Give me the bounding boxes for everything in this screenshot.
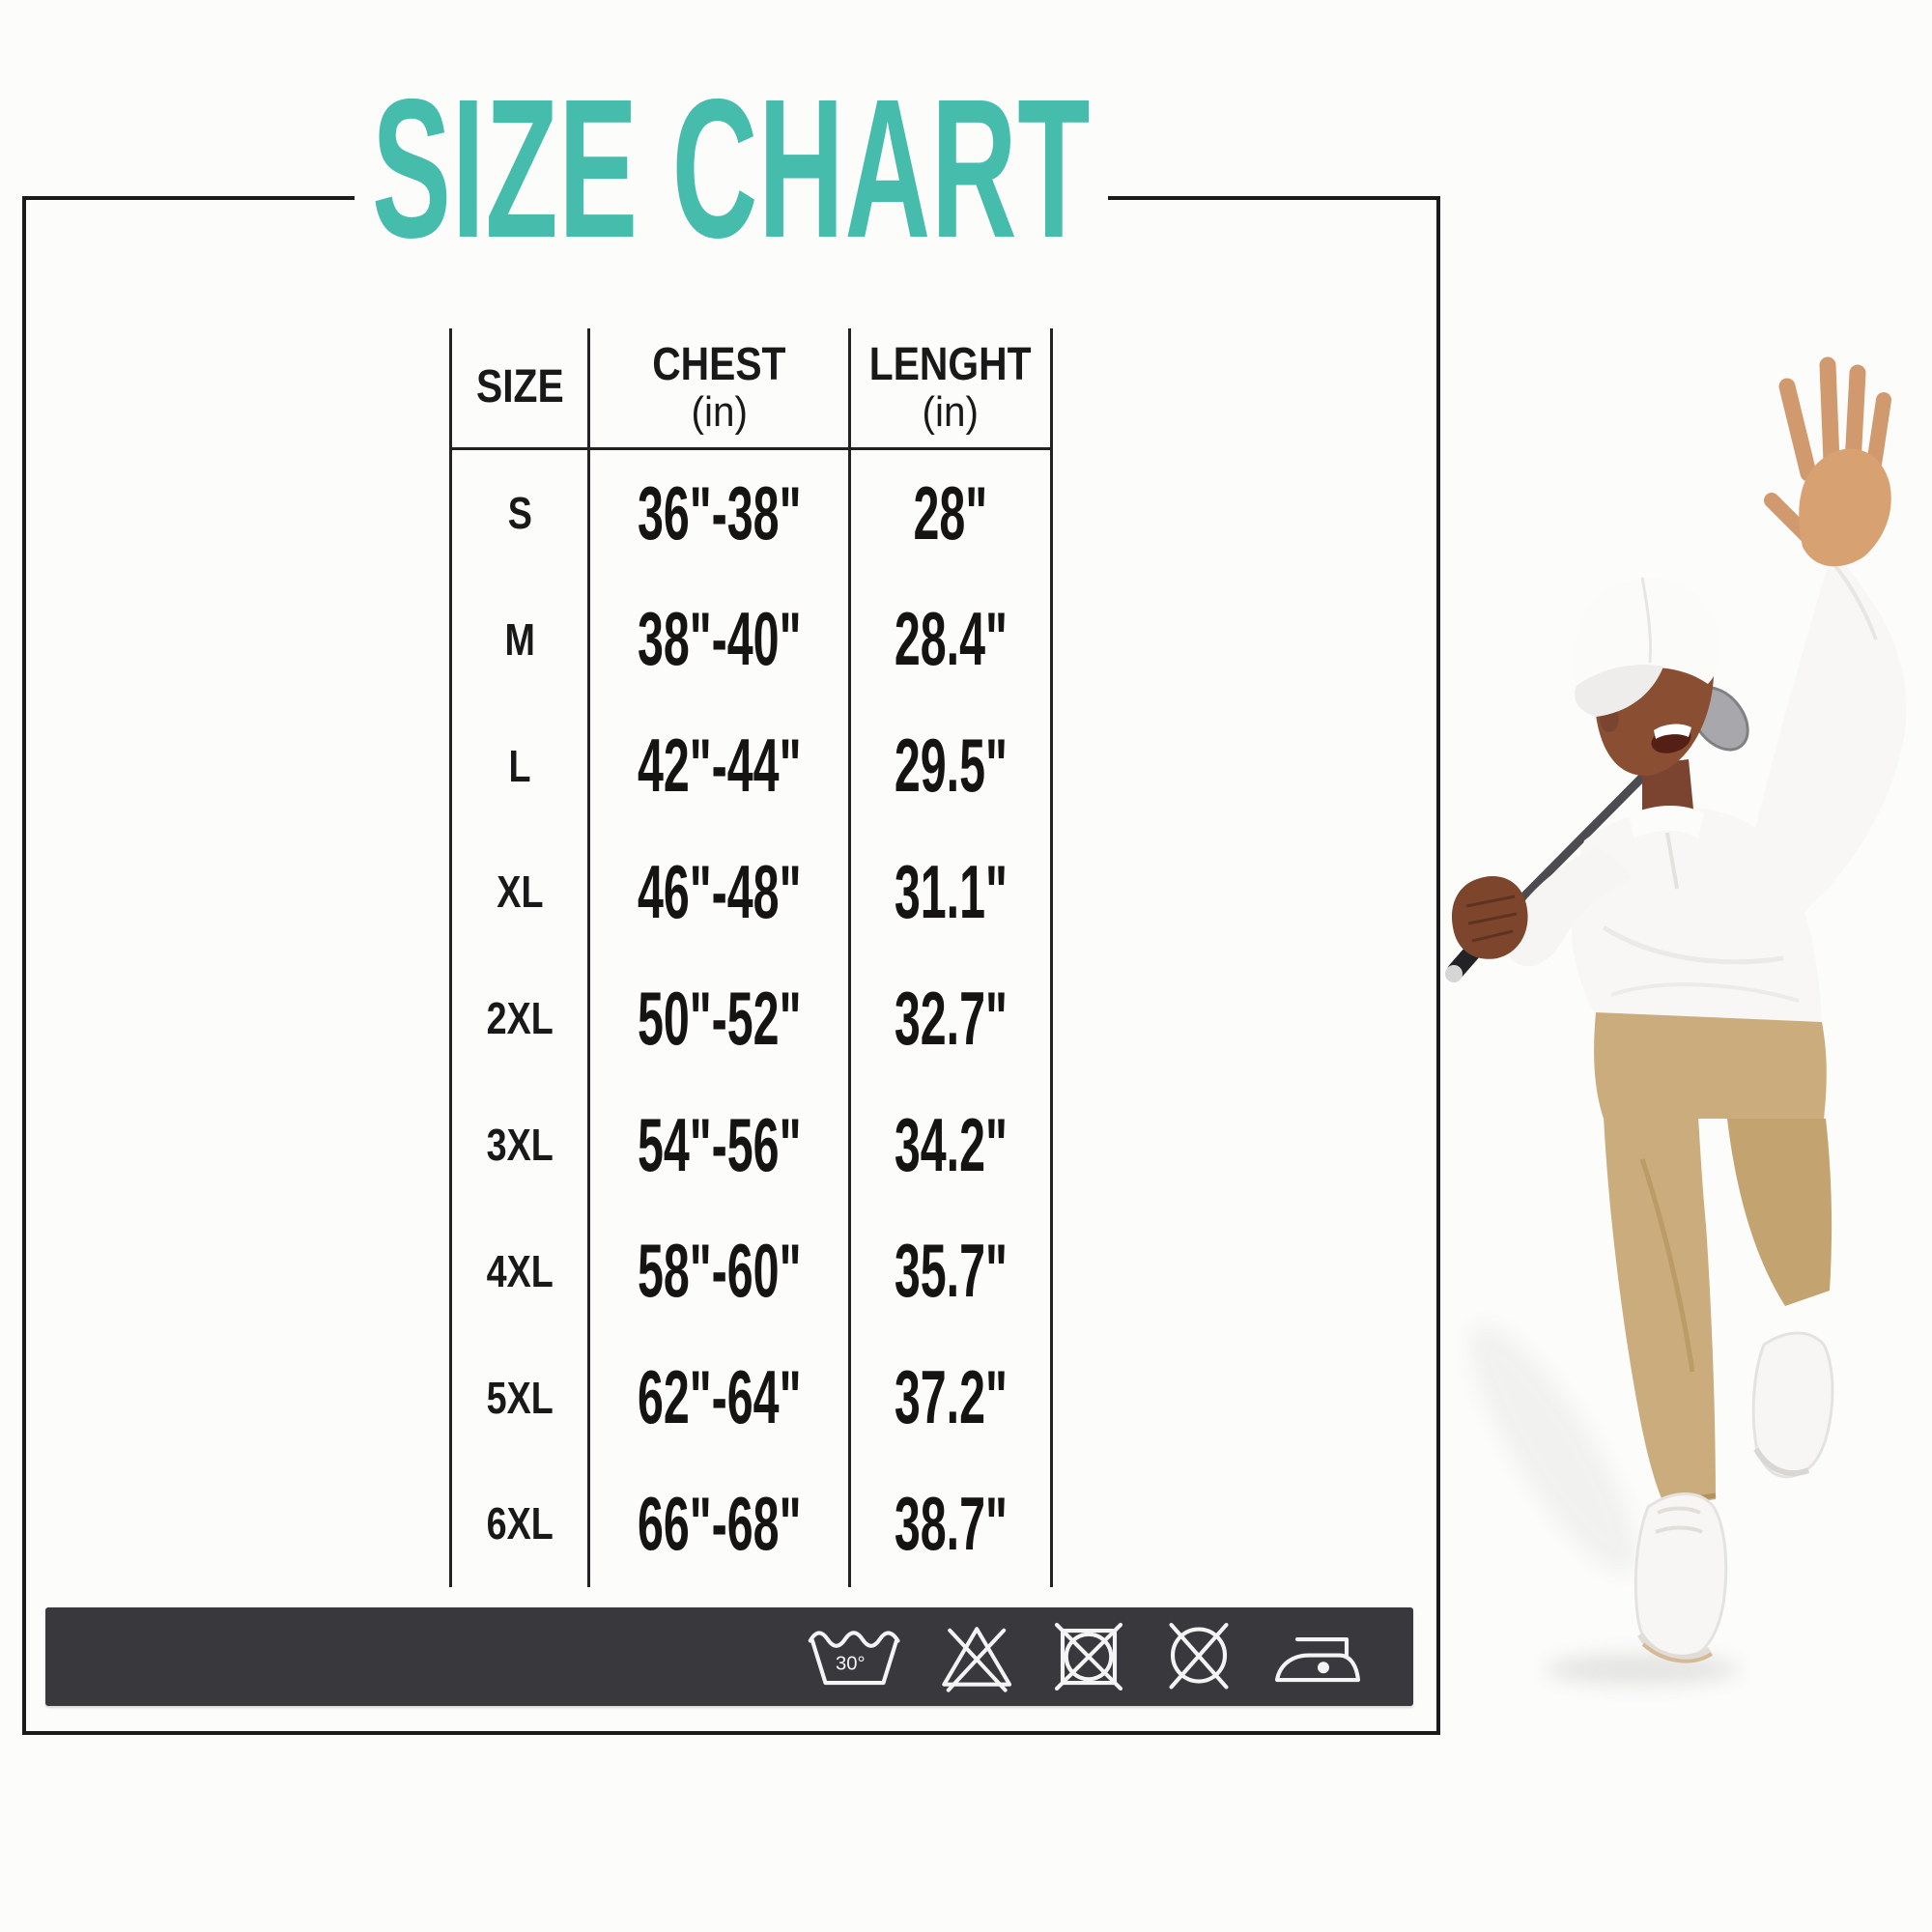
table-row: 2XL 50"-52" 32.7" <box>452 955 1050 1082</box>
size-cell: 5XL <box>452 1334 590 1462</box>
chest-cell: 50"-52" <box>590 955 851 1082</box>
do-not-bleach-icon <box>941 1627 1011 1692</box>
size-cell: S <box>452 450 590 577</box>
length-cell: 28" <box>913 469 988 555</box>
collar <box>1629 805 1704 838</box>
gripping-hand <box>1451 875 1528 959</box>
eye <box>1678 662 1691 671</box>
chest-cell: 58"-60" <box>590 1208 851 1335</box>
bent-arm <box>1505 846 1633 967</box>
cap <box>1573 577 1719 686</box>
waving-hand <box>1764 356 1891 545</box>
length-cell: 35.7" <box>894 1228 1008 1314</box>
length-cell: 37.2" <box>894 1354 1008 1440</box>
table-row: L 42"-44" 29.5" <box>452 702 1050 830</box>
pants-left-leg <box>1604 1117 1716 1507</box>
iron-low-heat-icon <box>1274 1636 1361 1683</box>
size-table-header: SIZE CHEST (in) LENGHT (in) <box>452 328 1050 450</box>
table-row: 3XL 54"-56" 34.2" <box>452 1081 1050 1208</box>
column-header-chest: CHEST (in) <box>590 328 851 447</box>
table-row: 6XL 66"-68" 38.7" <box>452 1461 1050 1588</box>
size-table: SIZE CHEST (in) LENGHT (in) S 36"-38" 28… <box>449 328 1053 1588</box>
size-table-body: S 36"-38" 28" M 38"-40" 28.4" L 42"-44" … <box>452 450 1050 1588</box>
chest-cell: 46"-48" <box>590 829 851 956</box>
column-header-length: LENGHT (in) <box>869 338 1032 436</box>
length-cell: 28.4" <box>894 596 1008 682</box>
ground-shadow <box>1469 1324 1637 1574</box>
table-row: XL 46"-48" 31.1" <box>452 829 1050 956</box>
golf-club <box>1445 702 1717 982</box>
chest-cell: 36"-38" <box>590 450 851 577</box>
size-cell: 6XL <box>452 1461 590 1588</box>
club-head <box>1690 686 1749 752</box>
neck <box>1642 759 1694 828</box>
table-row: S 36"-38" 28" <box>452 450 1050 577</box>
length-cell: 29.5" <box>894 723 1008 809</box>
size-cell: 4XL <box>452 1208 590 1335</box>
size-cell: L <box>452 702 590 830</box>
ear <box>1600 705 1619 732</box>
table-row: M 38"-40" 28.4" <box>452 576 1050 703</box>
size-cell: 2XL <box>452 955 590 1082</box>
care-instructions-bar: 30° <box>45 1607 1413 1706</box>
do-not-tumble-dry-icon <box>1054 1622 1123 1691</box>
raised-arm <box>1743 547 1907 918</box>
ground-shadow <box>1546 1654 1739 1685</box>
length-cell: 38.7" <box>894 1481 1008 1566</box>
left-shoe <box>1634 1492 1728 1662</box>
face <box>1595 607 1715 776</box>
size-cell: M <box>452 576 590 703</box>
table-row: 4XL 58"-60" 35.7" <box>452 1208 1050 1335</box>
chest-cell: 38"-40" <box>590 576 851 703</box>
pants-right-leg <box>1727 1119 1833 1306</box>
length-cell: 34.2" <box>894 1101 1008 1187</box>
chest-cell: 62"-64" <box>590 1334 851 1462</box>
mouth <box>1651 726 1691 753</box>
table-row: 5XL 62"-64" 37.2" <box>452 1334 1050 1462</box>
right-shoe <box>1751 1331 1834 1479</box>
size-cell: 3XL <box>452 1081 590 1208</box>
length-cell: 31.1" <box>894 849 1008 935</box>
chest-cell: 54"-56" <box>590 1081 851 1208</box>
cap-brim <box>1575 665 1663 717</box>
size-cell: XL <box>452 829 590 956</box>
length-cell: 32.7" <box>894 975 1008 1061</box>
teeth <box>1654 724 1691 739</box>
chest-cell: 66"-68" <box>590 1461 851 1588</box>
eye <box>1637 668 1651 677</box>
do-not-dry-clean-icon <box>1169 1622 1229 1690</box>
shirt-torso <box>1571 807 1822 1024</box>
pants-hips <box>1594 1012 1827 1119</box>
machine-wash-30-icon: 30° <box>808 1631 900 1686</box>
column-header-size: SIZE <box>452 328 590 447</box>
wash-temperature-label: 30° <box>836 1654 866 1675</box>
chest-cell: 42"-44" <box>590 702 851 830</box>
